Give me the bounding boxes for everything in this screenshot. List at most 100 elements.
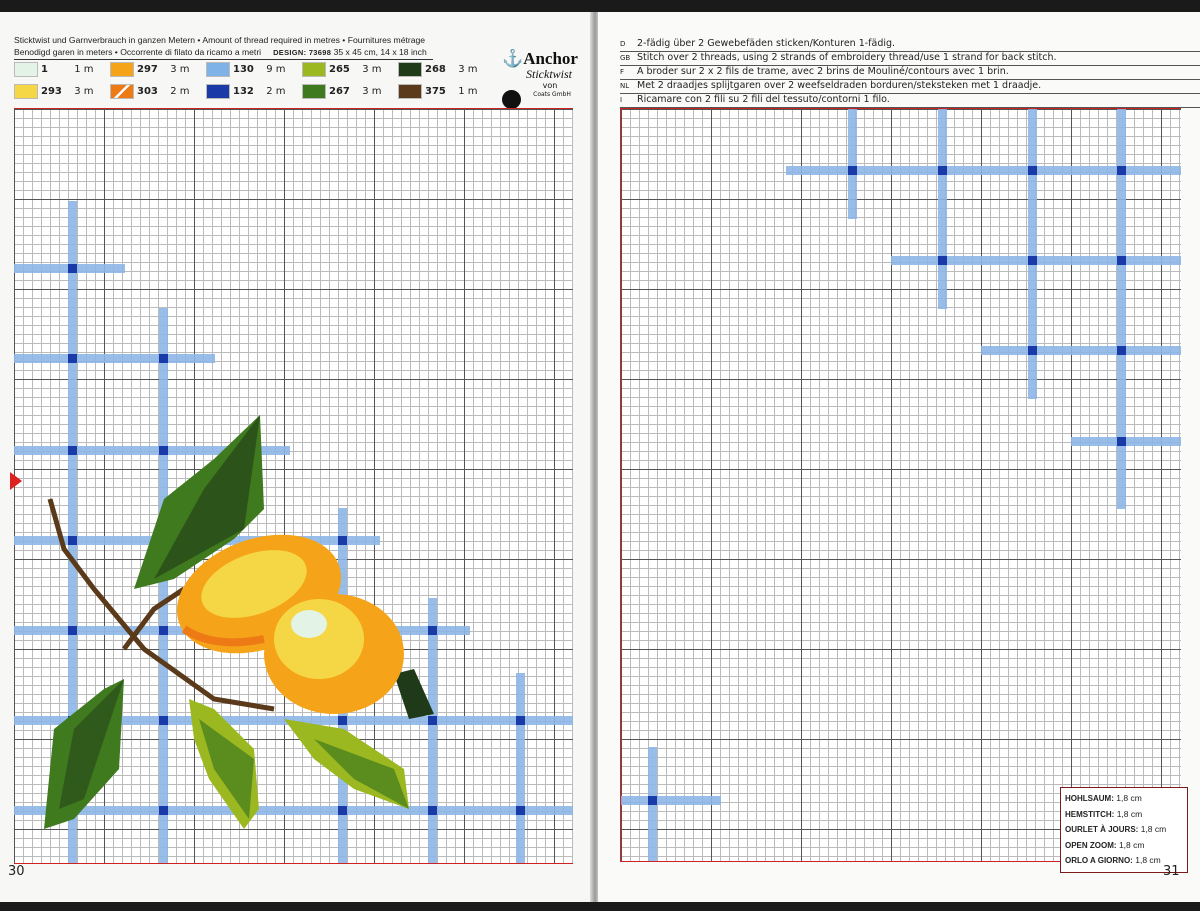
lemon-shine — [291, 610, 327, 638]
legend-item: 268 3 m — [398, 62, 477, 78]
stitch-instructions: D 2-fädig über 2 Gewebefäden sticken/Kont… — [620, 38, 1200, 108]
hemstitch-row: HEMSTITCH: 1,8 cm — [1065, 807, 1183, 823]
lattice-cross — [68, 264, 77, 273]
legend-item: 303 2 m — [110, 84, 189, 100]
color-swatch — [206, 62, 230, 77]
book-spine — [590, 12, 600, 902]
lattice-bar — [68, 201, 77, 863]
color-swatch — [14, 84, 38, 99]
logo-brand: ⚓Anchor — [502, 49, 578, 68]
lattice-bar — [428, 598, 437, 863]
thread-number: 375 — [425, 86, 446, 97]
legend-item: 265 3 m — [302, 62, 381, 78]
lattice-cross — [338, 536, 347, 545]
lattice-bar — [981, 346, 1181, 355]
instruction-text: Met 2 draadjes splijtgaren over 2 weefse… — [637, 80, 1042, 91]
lemon-shade — [181, 625, 265, 647]
thread-number: 293 — [41, 86, 62, 97]
lattice-cross — [159, 626, 168, 635]
legend-item: 375 1 m — [398, 84, 477, 100]
thread-amount: 1 m — [74, 64, 94, 75]
lattice-cross — [68, 626, 77, 635]
lattice-bar — [1028, 109, 1037, 399]
hemstitch-label: OURLET À JOURS: — [1065, 825, 1139, 834]
right-page: D 2-fädig über 2 Gewebefäden sticken/Kont… — [598, 12, 1200, 902]
hemstitch-label: HEMSTITCH: — [1065, 809, 1115, 819]
lattice-bar — [14, 806, 573, 815]
lattice-cross — [159, 354, 168, 363]
lattice-cross — [848, 166, 857, 175]
lattice-cross — [338, 806, 347, 815]
lattice-cross — [516, 806, 525, 815]
coats-logo-icon — [502, 90, 521, 109]
lemon-highlight — [274, 599, 364, 679]
thread-amount: 3 m — [362, 86, 382, 97]
hemstitch-label: ORLO A GIORNO: — [1065, 856, 1133, 865]
hemstitch-info-box: HOHLSAUM: 1,8 cm HEMSTITCH: 1,8 cm OURLET … — [1060, 787, 1188, 873]
anchor-logo: ⚓Anchor Sticktwist von Coats GmbH — [500, 49, 580, 109]
lattice-cross — [159, 446, 168, 455]
hemstitch-label: HOHLSAUM: — [1065, 794, 1114, 803]
lattice-pattern — [621, 109, 1181, 861]
color-swatch — [14, 62, 38, 77]
center-marker-icon — [10, 472, 22, 490]
thread-amount: 2 m — [170, 86, 190, 97]
instruction-text: 2-fädig über 2 Gewebefäden sticken/Kontu… — [637, 38, 896, 49]
hemstitch-row: OURLET À JOURS: 1,8 cm — [1065, 822, 1183, 838]
design-number: DESIGN: 73698 — [273, 48, 332, 57]
header-line-2: Benodigd garen in meters • Occorrente di… — [14, 46, 433, 60]
thread-number: 303 — [137, 86, 158, 97]
lattice-bar — [516, 673, 525, 863]
color-swatch — [302, 62, 326, 77]
color-swatch — [206, 84, 230, 99]
lemon-pattern — [14, 201, 573, 863]
lattice-bar — [14, 446, 290, 455]
color-swatch — [398, 62, 422, 77]
thread-amount: 3 m — [362, 64, 382, 75]
lattice-cross — [648, 796, 657, 805]
logo-product: Sticktwist — [526, 67, 572, 81]
thread-amount: 3 m — [458, 64, 478, 75]
instruction-row: D 2-fädig über 2 Gewebefäden sticken/Kont… — [620, 38, 1200, 52]
color-swatch — [110, 84, 134, 99]
leaf-shade — [314, 739, 409, 809]
logo-von: von — [542, 81, 558, 90]
legend-item: 132 2 m — [206, 84, 285, 100]
legend-item: 297 3 m — [110, 62, 189, 78]
language-code: F — [620, 68, 625, 76]
hemstitch-label: OPEN ZOOM: — [1065, 840, 1117, 850]
lattice-cross — [1117, 346, 1126, 355]
lattice-cross — [428, 626, 437, 635]
chart-grid-right — [620, 108, 1181, 862]
lattice-cross — [938, 166, 947, 175]
lattice-cross — [159, 806, 168, 815]
hemstitch-row: ORLO A GIORNO: 1,8 cm — [1065, 853, 1183, 869]
lattice-cross — [938, 256, 947, 265]
language-code: GB — [620, 54, 631, 62]
instruction-row: NL Met 2 draadjes splijtgaren over 2 weef… — [620, 80, 1200, 94]
thread-number: 265 — [329, 64, 350, 75]
lattice-cross — [1028, 166, 1037, 175]
lattice-bar — [621, 796, 721, 805]
thread-header: Sticktwist und Garnverbrauch in ganzen M… — [14, 34, 433, 60]
leaf-shade — [154, 415, 260, 579]
instruction-text: Stitch over 2 threads, using 2 strands o… — [637, 52, 1057, 63]
lattice-bar — [938, 109, 947, 309]
language-code: NL — [620, 82, 630, 90]
stem — [47, 498, 275, 712]
thread-number: 1 — [41, 64, 48, 75]
design-size: 35 x 45 cm, 14 x 18 inch — [333, 47, 427, 57]
thread-number: 132 — [233, 86, 254, 97]
hemstitch-value: 1,8 cm — [1118, 839, 1145, 850]
page-number: 30 — [8, 864, 25, 879]
lattice-cross — [1028, 346, 1037, 355]
logo-company: Coats GmbH — [533, 91, 571, 98]
lattice-cross — [159, 716, 168, 725]
lattice-cross — [428, 716, 437, 725]
thread-amount: 3 m — [74, 86, 94, 97]
stem — [122, 586, 186, 651]
leaf-shade — [199, 719, 254, 819]
instruction-text: A broder sur 2 x 2 fils de trame, avec 2… — [637, 66, 1009, 77]
instruction-text: Ricamare con 2 fili su 2 fili del tessut… — [637, 94, 890, 105]
thread-number: 267 — [329, 86, 350, 97]
